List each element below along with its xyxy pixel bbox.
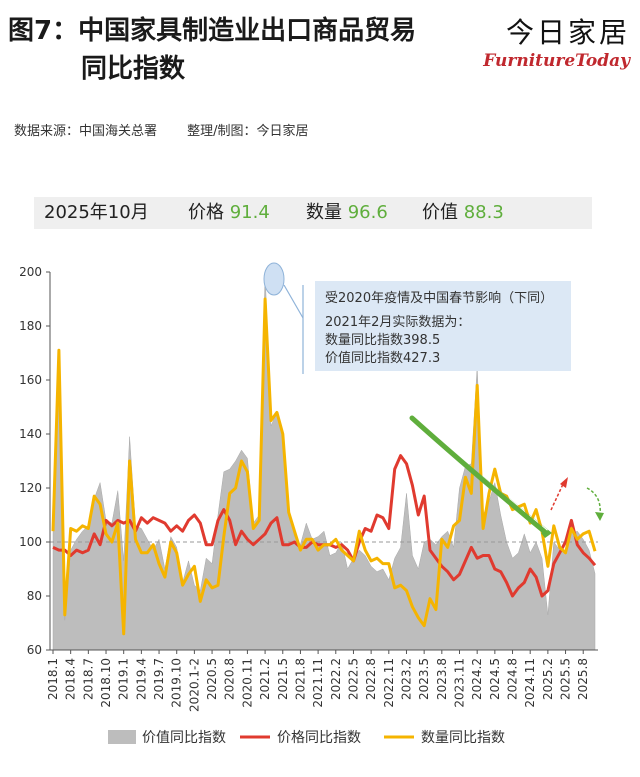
x-tick-label-2023.5: 2023.5 xyxy=(417,658,431,700)
axes-layer: 60 80 100 120 140 160 180 200 2018.1 2018.4 2018.7… xyxy=(19,265,598,712)
y-tick-label-120: 120 xyxy=(19,481,42,495)
y-tick-label-160: 160 xyxy=(19,373,42,387)
legend: 价值同比指数 价格同比指数 数量同比指数 xyxy=(108,730,505,746)
x-tick-label-2018.7: 2018.7 xyxy=(81,658,95,700)
x-tick-label-2021.5: 2021.5 xyxy=(276,658,290,700)
y-tick-label-140: 140 xyxy=(19,427,42,441)
x-tick-label-2021.8: 2021.8 xyxy=(293,658,307,700)
annotation-line2: 2021年2月实际数据为： xyxy=(325,315,470,330)
price-summary: 价格 91.4 xyxy=(188,197,270,229)
x-tick-label-2019.10: 2019.10 xyxy=(170,658,184,708)
quantity-summary: 数量 96.6 xyxy=(306,197,388,229)
y-tick-label-60: 60 xyxy=(27,643,42,657)
x-tick-label-2020.1-2: 2020.1-2 xyxy=(187,658,201,712)
x-tick-label-2019.7: 2019.7 xyxy=(152,658,166,700)
x-tick-label-2022.2: 2022.2 xyxy=(329,658,343,700)
x-tick-label-2019.4: 2019.4 xyxy=(134,658,148,700)
red-up-arrow-shaft xyxy=(550,481,565,511)
x-tick-label-2019.1: 2019.1 xyxy=(117,658,131,700)
legend-quantity-label: 数量同比指数 xyxy=(421,730,505,746)
legend-price-label: 价格同比指数 xyxy=(277,730,361,746)
y-tick-label-200: 200 xyxy=(19,265,42,279)
x-tick-label-2023.2: 2023.2 xyxy=(399,658,413,700)
y-tick-label-180: 180 xyxy=(19,319,42,333)
chart-title: 图7：中国家具制造业出口商品贸易 同比指数 xyxy=(8,12,478,88)
x-tick-label-2023.11: 2023.11 xyxy=(453,658,467,708)
x-tick-label-2018.1: 2018.1 xyxy=(46,658,60,700)
x-tick-label-2025.5: 2025.5 xyxy=(559,658,573,700)
source-line: 数据来源：中国海关总署 整理/制图：今日家居 xyxy=(14,120,335,139)
x-tick-label-2023.8: 2023.8 xyxy=(435,658,449,700)
x-tick-label-2024.11: 2024.11 xyxy=(523,658,537,708)
x-tick-label-2025.8: 2025.8 xyxy=(576,658,590,700)
x-tick-label-2024.2: 2024.2 xyxy=(470,658,484,700)
chart-title-line1: 图7：中国家具制造业出口商品贸易 xyxy=(8,16,417,46)
red-up-arrow-head xyxy=(560,477,568,488)
x-tick-label-2018.10: 2018.10 xyxy=(99,658,113,708)
price-summary-value: 91.4 xyxy=(229,202,270,223)
x-tick-label-2022.11: 2022.11 xyxy=(382,658,396,708)
green-down-arrow-shaft xyxy=(586,487,601,516)
x-tick-label-2024.5: 2024.5 xyxy=(488,658,502,700)
chart-title-line2: 同比指数 xyxy=(81,54,186,84)
x-tick-label-2018.4: 2018.4 xyxy=(64,658,78,700)
annotation-line3: 数量同比指数398.5 xyxy=(325,333,440,348)
y-tick-label-100: 100 xyxy=(19,535,42,549)
x-tick-label-2025.2: 2025.2 xyxy=(541,658,555,700)
x-tick-label-2021.11: 2021.11 xyxy=(311,658,325,708)
data-source-text: 数据来源：中国海关总署 xyxy=(14,124,158,139)
brand-name-en: FurnitureToday xyxy=(483,51,630,71)
made-by-text: 整理/制图：今日家居 xyxy=(187,124,309,139)
x-tick-label-2020.5: 2020.5 xyxy=(205,658,219,700)
x-tick-label-2021.2: 2021.2 xyxy=(258,658,272,700)
green-down-arrow-head xyxy=(595,512,604,521)
quantity-summary-value: 96.6 xyxy=(347,202,388,223)
x-tick-label-2024.8: 2024.8 xyxy=(506,658,520,700)
value-summary: 价值 88.3 xyxy=(422,197,504,229)
x-tick-label-2020.11: 2020.11 xyxy=(240,658,254,708)
x-tick-label-2022.5: 2022.5 xyxy=(346,658,360,700)
latest-values-bar: 2025年10月 价格 91.4 数量 96.6 价值 88.3 xyxy=(34,197,592,229)
quantity-summary-label: 数量 xyxy=(306,202,342,223)
brand-name-cn: 今日家居 xyxy=(505,16,630,49)
value-summary-label: 价值 xyxy=(422,202,458,223)
brand-logo: 今日家居 FurnitureToday xyxy=(483,16,630,72)
highlight-ellipse xyxy=(263,262,285,296)
x-tick-label-2020.8: 2020.8 xyxy=(223,658,237,700)
legend-value-swatch xyxy=(108,730,136,744)
x-tick-label-2022.8: 2022.8 xyxy=(364,658,378,700)
annotation-box xyxy=(315,281,571,371)
y-tick-label-80: 80 xyxy=(27,589,42,603)
price-summary-label: 价格 xyxy=(188,202,224,223)
annotation-leader xyxy=(283,284,304,319)
latest-date: 2025年10月 xyxy=(44,202,149,223)
annotation-line1: 受2020年疫情及中国春节影响（下同） xyxy=(325,290,553,306)
value-summary-value: 88.3 xyxy=(463,202,504,223)
legend-value-label: 价值同比指数 xyxy=(142,730,226,746)
green-trend-arrow-shaft xyxy=(409,415,548,535)
annotation-line4: 价值同比指数427.3 xyxy=(325,350,440,366)
